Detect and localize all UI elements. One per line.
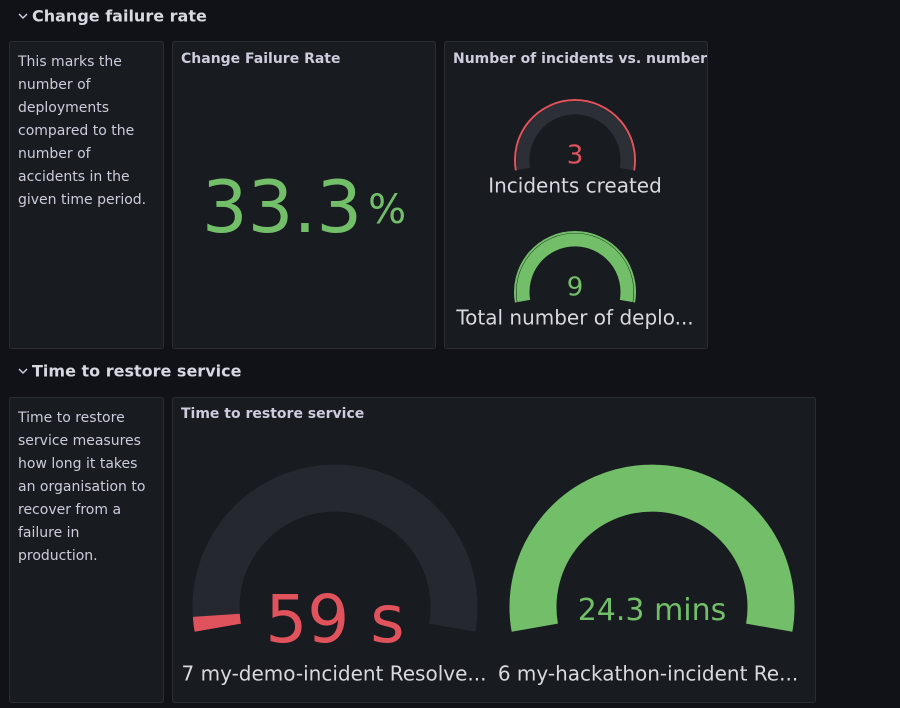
text-panel [9, 41, 164, 349]
gauge-unit: mins [654, 593, 726, 628]
panel-title: Change Failure Rate [181, 51, 341, 67]
stat-panel [172, 41, 436, 349]
stat-value: 33.3% [202, 165, 406, 249]
gauge-fill [516, 233, 634, 303]
description-line: Time to restore [17, 410, 125, 426]
description-line: recover from a [18, 502, 121, 518]
gauge-unit: s [370, 581, 404, 658]
stat-number: 33.3 [202, 165, 362, 249]
description-line: number of [18, 146, 92, 162]
gauge-track [192, 464, 478, 632]
row-title[interactable]: Change failure rate [32, 7, 207, 26]
gauge-value: 59 s [265, 581, 404, 658]
gauge-value: 24.3 mins [578, 593, 727, 628]
description-line: how long it takes [18, 456, 137, 472]
description-line: accidents in the [18, 169, 130, 185]
description-line: given time period. [18, 192, 146, 208]
text-panel [9, 397, 164, 703]
gauge-value: 9 [567, 273, 584, 303]
gauge-label: 6 my-hackathon-incident Re... [498, 662, 798, 686]
gauge-value: 3 [567, 141, 584, 171]
gauge-panel [444, 41, 708, 349]
row-chevron[interactable] [18, 368, 28, 375]
description-line: This marks the [17, 54, 122, 70]
description-line: number of [18, 77, 92, 93]
gauge-fill [192, 613, 241, 632]
row-title[interactable]: Time to restore service [32, 362, 242, 381]
gauge-label: Total number of deplo... [455, 306, 693, 330]
stat-unit: % [368, 187, 406, 233]
description-line: an organisation to [18, 479, 145, 495]
gauge-number: 59 [265, 581, 349, 658]
gauge-label: 7 my-demo-incident Resolve... [182, 662, 487, 686]
gauge-fill [509, 464, 795, 632]
panel-title: Time to restore service [181, 406, 364, 422]
panel-title: Number of incidents vs. number [453, 51, 707, 67]
description-line: production. [18, 548, 98, 564]
gauge-label: Incidents created [488, 174, 662, 198]
gauge-threshold [514, 99, 636, 171]
description-line: failure in [18, 525, 79, 541]
row-chevron[interactable] [18, 13, 28, 20]
description: Time to restore service measures how long … [17, 410, 145, 564]
description-line: deployments [18, 100, 109, 116]
gauge-threshold [514, 231, 636, 303]
gauge-number: 24.3 [578, 593, 645, 628]
description-line: service measures [18, 433, 141, 449]
description-line: compared to the [18, 123, 134, 139]
description: This marks the number of deployments compar… [17, 54, 146, 208]
gauge-track [516, 101, 634, 171]
